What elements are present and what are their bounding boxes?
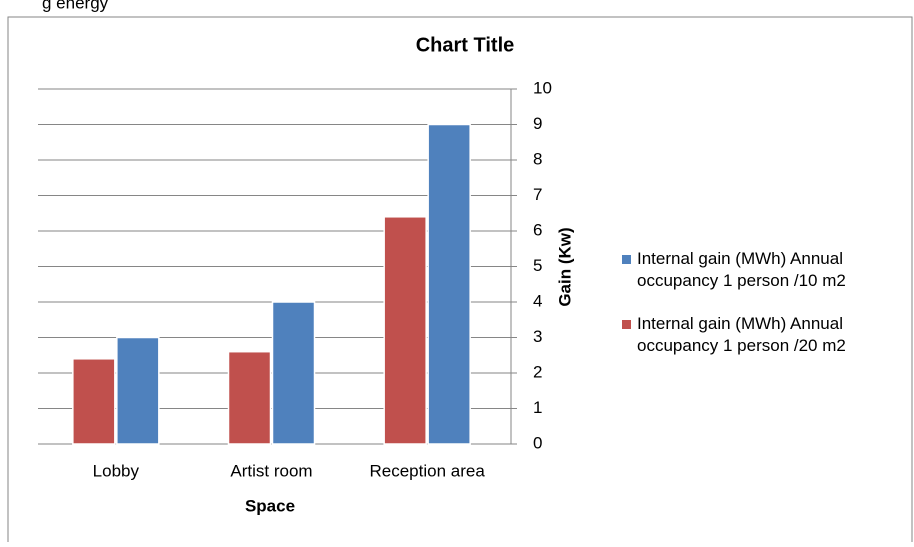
x-axis-title: Space (245, 496, 295, 515)
y-tick-label: 6 (533, 220, 542, 239)
legend-line: Internal gain (MWh) Annual (637, 249, 843, 268)
y-tick-label: 4 (533, 291, 542, 310)
y-tick-label: 0 (533, 433, 542, 452)
bar (116, 336, 160, 445)
y-tick-label: 5 (533, 256, 542, 275)
bar (383, 216, 427, 445)
bar (427, 123, 471, 445)
x-tick-label: Reception area (370, 461, 486, 480)
x-tick-label: Artist room (230, 461, 312, 480)
y-tick-label: 10 (533, 78, 552, 97)
chart-title: Chart Title (416, 34, 515, 56)
legend-label: Internal gain (MWh) Annual occupancy 1 pe… (637, 314, 846, 355)
legend-line: occupancy 1 person /10 m2 (637, 271, 846, 290)
cropped-text: g energy (42, 0, 109, 12)
bar (72, 358, 116, 445)
legend-label: Internal gain (MWh) Annual occupancy 1 pe… (637, 249, 846, 290)
y-tick-label: 2 (533, 362, 542, 381)
bar (271, 301, 316, 445)
y-tick-label: 7 (533, 185, 542, 204)
bar (227, 350, 272, 445)
x-tick-label: Lobby (93, 461, 140, 480)
legend-line: Internal gain (MWh) Annual (637, 314, 843, 333)
y-tick-label: 8 (533, 149, 542, 168)
y-tick-label: 3 (533, 327, 542, 346)
y-tick-label: 9 (533, 114, 542, 133)
y-tick-label: 1 (533, 398, 542, 417)
legend-swatch (622, 255, 631, 264)
y-axis-title: Gain (Kw) (555, 227, 574, 306)
legend-line: occupancy 1 person /20 m2 (637, 336, 846, 355)
legend-swatch (622, 320, 631, 329)
